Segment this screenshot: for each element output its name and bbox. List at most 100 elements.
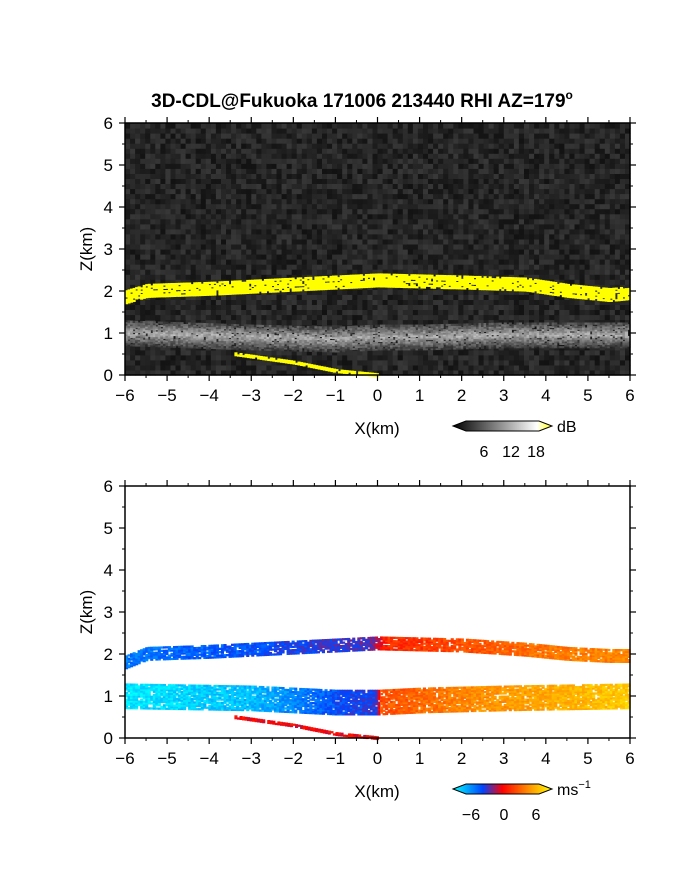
noise-cell [140,153,146,159]
noise-cell [241,208,247,215]
noise-cell [210,128,217,134]
noise-cell [544,203,550,210]
noise-cell [357,123,363,129]
noise-cell [584,143,591,149]
noise-cell [417,309,424,316]
noise-cell [518,198,525,205]
noise-cell [508,218,515,225]
noise-cell [276,208,283,215]
noise-cell [342,309,348,316]
noise-cell [145,264,151,270]
noise-cell [488,359,495,366]
noise-cell [165,123,171,129]
noise-cell [155,163,161,169]
noise-cell [372,233,379,240]
noise-cell [488,173,495,179]
noise-cell [256,203,262,210]
noise-cell [135,148,141,154]
noise-cell [165,203,171,210]
noise-cell [579,238,586,245]
noise-cell [549,349,555,356]
noise-cell [347,198,353,205]
noise-cell [417,203,424,210]
noise-cell [195,304,202,310]
noise-cell [417,359,424,366]
noise-cell [569,133,575,139]
noise-cell [498,153,505,159]
noise-cell [438,309,444,316]
noise-cell [236,254,242,260]
noise-cell [458,264,464,270]
noise-cell [231,138,237,144]
noise-cell [539,249,545,255]
noise-cell [599,228,606,235]
noise-cell [226,233,232,240]
noise-cell [241,259,247,265]
noise-cell [594,238,601,245]
noise-cell [609,249,616,255]
noise-cell [301,163,308,169]
noise-cell [625,299,631,305]
noise-cell [549,370,555,376]
noise-cell [175,158,182,164]
noise-cell [301,123,308,129]
noise-cell [276,269,283,275]
noise-cell [357,314,363,321]
noise-cell [195,233,202,240]
noise-cell [483,153,490,159]
noise-cell [195,264,202,270]
noise-cell [428,148,434,154]
noise-cell [554,319,560,326]
noise-cell [483,259,490,265]
noise-cell [483,213,490,220]
noise-cell [614,208,621,215]
noise-cell [160,364,166,371]
noise-cell [205,364,212,371]
noise-cell [534,213,540,220]
noise-cell [625,238,631,245]
noise-cell [614,133,621,139]
noise-cell [524,228,530,235]
noise-cell [423,354,429,361]
noise-cell [215,133,222,139]
noise-cell [357,223,363,230]
noise-cell [508,349,515,356]
noise-cell [130,344,136,351]
noise-cell [554,198,560,205]
noise-cell [544,158,550,164]
noise-cell [135,264,141,270]
noise-cell [296,123,303,129]
noise-cell [407,138,414,144]
noise-cell [579,259,586,265]
noise-cell [498,349,505,356]
noise-cell [155,188,161,195]
noise-cell [231,359,237,366]
noise-cell [584,354,591,361]
noise-cell [392,228,399,235]
noise-cell [599,299,606,305]
noise-cell [195,249,202,255]
noise-cell [316,193,323,200]
noise-cell [438,228,444,235]
noise-cell [327,254,333,260]
noise-cell [281,223,288,230]
noise-cell [534,249,540,255]
noise-cell [286,163,293,169]
noise-cell [281,294,288,300]
noise-cell [251,244,257,250]
noise-cell [498,193,505,200]
noise-cell [569,329,575,336]
noise-cell [145,304,151,310]
noise-cell [150,254,156,260]
noise-cell [332,364,338,371]
noise-cell [362,163,368,169]
noise-cell [524,213,530,220]
noise-cell [210,143,217,149]
noise-cell [246,359,252,366]
noise-cell [291,349,298,356]
noise-cell [554,188,560,195]
noise-cell [382,289,389,295]
noise-cell [311,264,318,270]
noise-cell [529,319,535,326]
noise-cell [125,208,131,215]
